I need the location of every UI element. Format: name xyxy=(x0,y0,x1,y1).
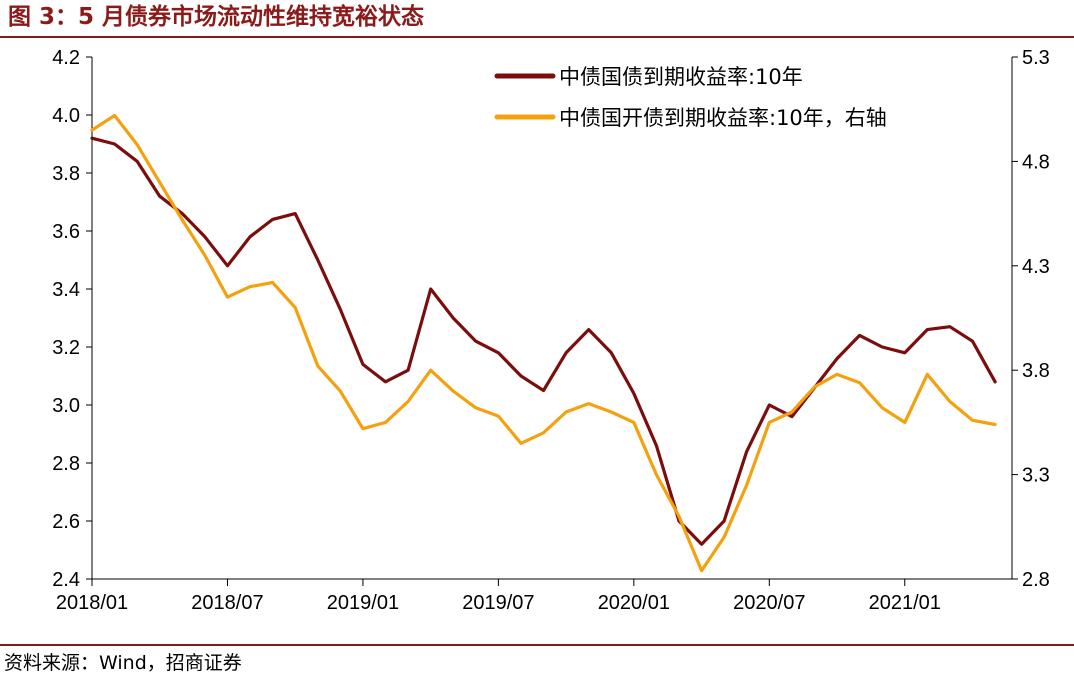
source-rule xyxy=(0,644,1074,646)
x-tick-label: 2021/01 xyxy=(869,592,941,614)
series-line-cgb-10y xyxy=(90,136,997,546)
figure-title: 图 3：5 月债券市场流动性维持宽裕状态 xyxy=(8,4,425,30)
series-line-cdb-10y xyxy=(90,113,997,573)
x-tick-label: 2020/07 xyxy=(733,592,805,614)
title-rule xyxy=(0,36,1074,38)
left-tick-label: 3.0 xyxy=(52,395,80,417)
left-tick-label: 4.0 xyxy=(52,105,80,127)
legend-label-cdb: 中债国开债到期收益率:10年，右轴 xyxy=(559,106,887,130)
left-tick-label: 2.4 xyxy=(52,569,80,591)
left-tick-label: 2.6 xyxy=(52,511,80,533)
source-note: 资料来源：Wind，招商证券 xyxy=(4,652,242,674)
left-tick-label: 3.6 xyxy=(52,221,80,243)
series-group xyxy=(90,113,997,573)
x-tick-label: 2018/01 xyxy=(56,592,128,614)
x-tick-label: 2019/07 xyxy=(462,592,534,614)
right-tick-label: 5.3 xyxy=(1022,47,1050,69)
left-tick-label: 2.8 xyxy=(52,453,80,475)
right-tick-label: 2.8 xyxy=(1022,569,1050,591)
dual-axis-line-chart: 2.4 2.6 2.8 3.0 3.2 3.4 3.6 3.8 4.0 4.2 2.8 3.3 3.8 4… xyxy=(52,47,1050,614)
x-tick-label: 2018/07 xyxy=(191,592,263,614)
left-tick-label: 3.2 xyxy=(52,337,80,359)
right-tick-label: 4.8 xyxy=(1022,151,1050,173)
legend-label-cgb: 中债国债到期收益率:10年 xyxy=(559,65,803,89)
left-tick-label: 4.2 xyxy=(52,47,80,69)
axes-group: 2.4 2.6 2.8 3.0 3.2 3.4 3.6 3.8 4.0 4.2 2.8 3.3 3.8 4… xyxy=(52,47,1050,614)
x-tick-label: 2020/01 xyxy=(598,592,670,614)
left-tick-label: 3.4 xyxy=(52,279,80,301)
left-tick-label: 3.8 xyxy=(52,163,80,185)
x-tick-label: 2019/01 xyxy=(327,592,399,614)
right-tick-label: 3.8 xyxy=(1022,360,1050,382)
right-tick-label: 4.3 xyxy=(1022,256,1050,278)
right-tick-label: 3.3 xyxy=(1022,465,1050,487)
